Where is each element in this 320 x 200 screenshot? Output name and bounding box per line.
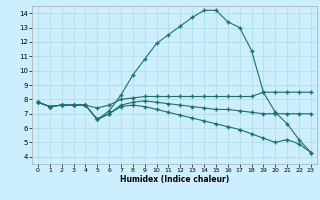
X-axis label: Humidex (Indice chaleur): Humidex (Indice chaleur): [120, 175, 229, 184]
